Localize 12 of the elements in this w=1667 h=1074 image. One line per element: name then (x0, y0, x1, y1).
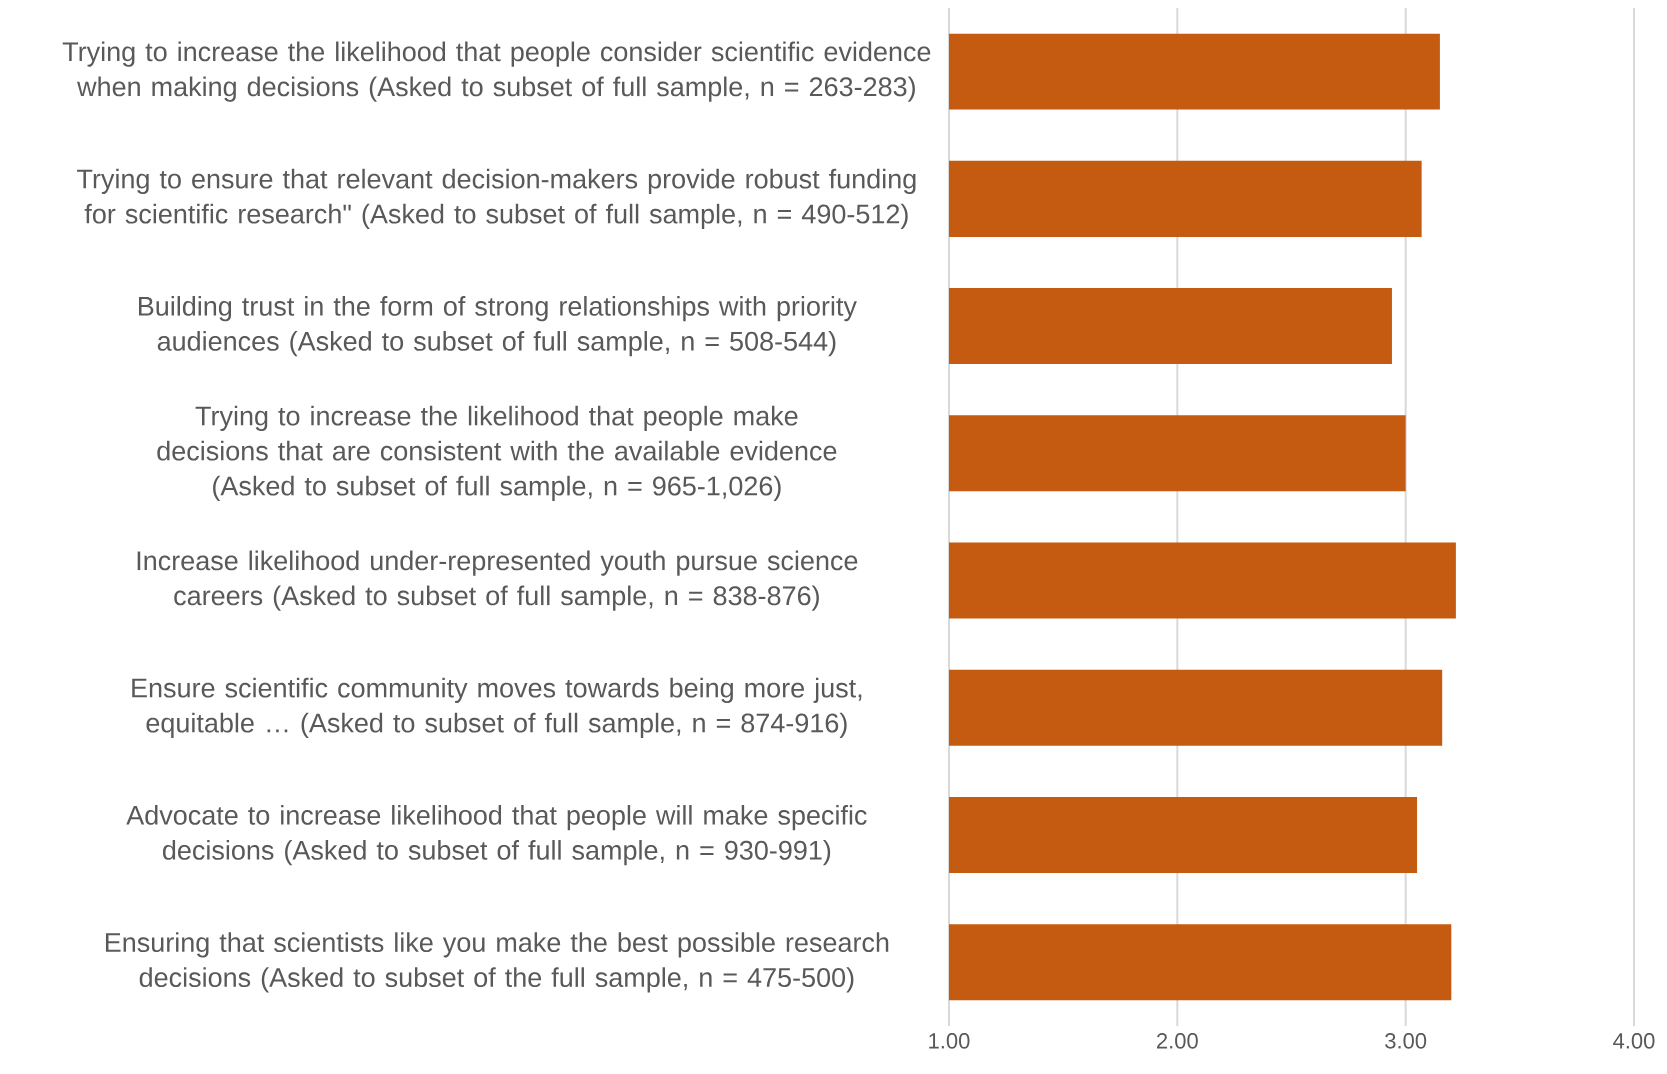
y-tick-label: Advocate to increase likelihood that people will make specific decisions (Asked to subset of full sample, n = 930-991) (126, 805, 867, 866)
y-tick-label: Trying to increase the likelihood that people make decisions that are consistent with the available evidence (Asked to subset of full sample, n = 965-1,026) (157, 405, 837, 501)
x-tick-label: 2.00 (1157, 1033, 1198, 1049)
x-tick-label: 3.00 (1385, 1033, 1427, 1049)
x-tick-label: 1.00 (929, 1033, 970, 1049)
y-tick-label: Ensure scientific community moves towards being more just, equitable … (Asked to subset of full sample, n = 874-916) (132, 677, 862, 738)
y-tick-label: Building trust in the form of strong relationships with priority audiences (Asked to subset of full sample, n = 508-544) (138, 296, 857, 357)
x-tick-label: 4.00 (1613, 1033, 1655, 1049)
y-tick-label: Increase likelihood under-represented youth pursue science careers (Asked to subset of full sample, n = 838-876) (137, 550, 858, 611)
y-tick-label: Trying to increase the likelihood that people consider scientific evidence when making decisions (Asked to subset of full sample, n = 263-283) (62, 41, 931, 102)
y-tick-label: Trying to ensure that relevant decision-makers provide robust funding for scientific research" (Asked to subset of full sample, n = 490-512) (77, 168, 916, 229)
y-tick-label: Ensuring that scientists like you make the best possible research decisions (Asked to subset of the full sample, n = 475-500) (105, 932, 889, 993)
